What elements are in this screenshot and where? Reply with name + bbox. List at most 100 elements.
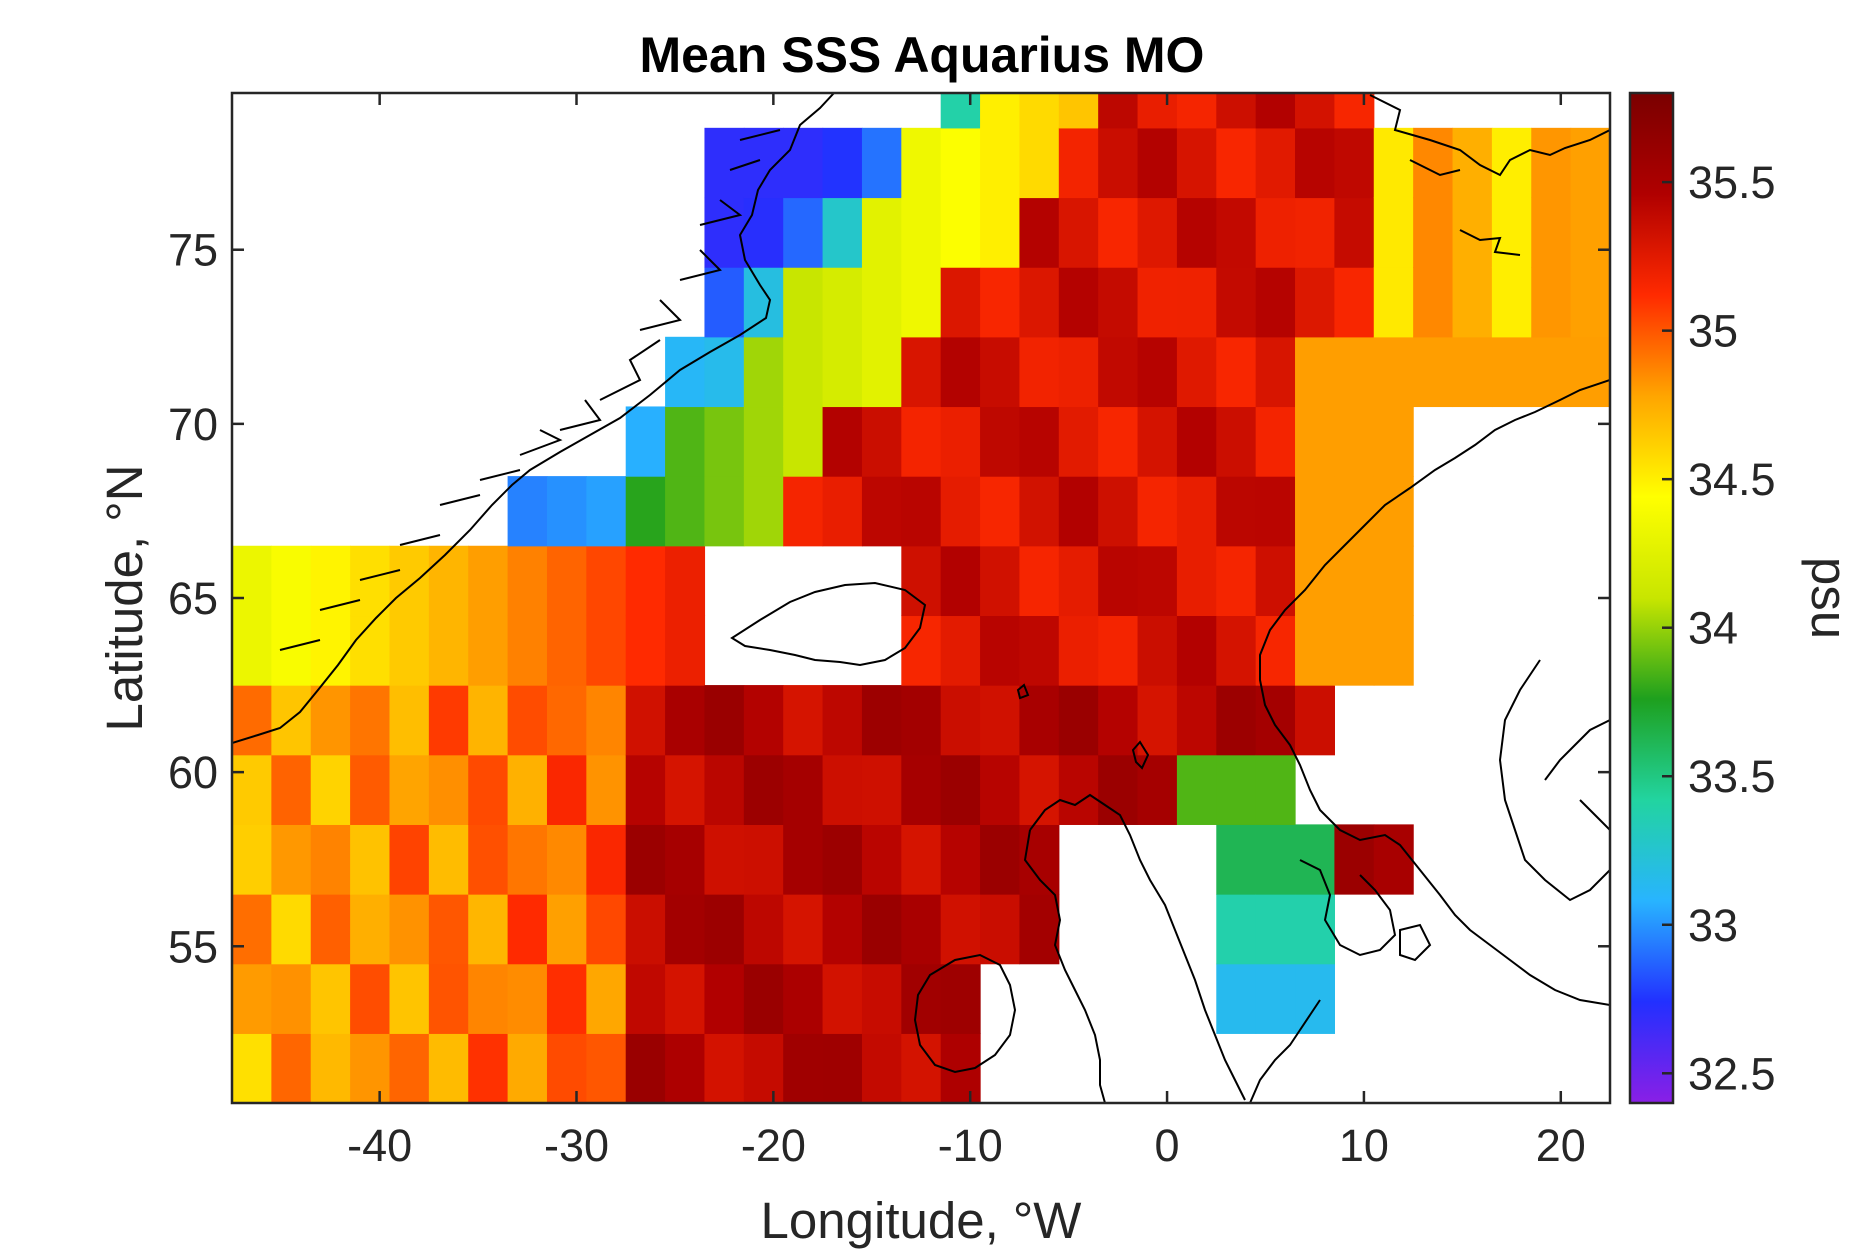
salinity-cell: [1058, 754, 1099, 825]
salinity-cell: [1334, 406, 1375, 477]
y-tick-label: 60: [168, 747, 218, 798]
salinity-cell: [1019, 476, 1060, 547]
salinity-cell: [586, 963, 627, 1034]
salinity-cell: [1019, 93, 1060, 129]
salinity-cell: [940, 127, 981, 199]
salinity-cell: [940, 545, 981, 617]
salinity-cell: [1058, 615, 1099, 686]
salinity-cell: [1413, 127, 1454, 199]
salinity-cell: [310, 963, 351, 1034]
salinity-cell: [1452, 267, 1493, 338]
iceland-coast: [730, 581, 927, 667]
x-tick-label: -10: [938, 1120, 1003, 1171]
salinity-cell: [546, 824, 587, 895]
salinity-cell: [980, 336, 1021, 408]
salinity-cell: [1176, 406, 1217, 477]
salinity-cell: [940, 406, 981, 477]
salinity-cell: [704, 267, 745, 338]
salinity-cell: [901, 476, 942, 547]
salinity-cell: [1334, 545, 1375, 617]
salinity-cell: [507, 754, 548, 825]
x-tick-label: 10: [1339, 1120, 1389, 1171]
salinity-cell: [1531, 267, 1572, 338]
salinity-cell: [1137, 476, 1178, 547]
salinity-cell: [310, 1033, 351, 1103]
salinity-cell: [310, 824, 351, 895]
salinity-cell: [822, 336, 863, 408]
salinity-cell: [271, 963, 312, 1034]
salinity-cell: [1137, 93, 1178, 129]
salinity-cell: [350, 685, 391, 756]
salinity-cell: [783, 894, 824, 965]
salinity-cell: [625, 894, 666, 965]
salinity-cell: [389, 754, 430, 825]
salinity-cell: [861, 685, 902, 756]
salinity-cell: [1295, 93, 1335, 129]
salinity-cell: [546, 615, 587, 686]
salinity-cell: [546, 1033, 587, 1103]
salinity-cell: [901, 197, 942, 268]
salinity-cell: [861, 824, 902, 895]
greenland-fjords: [279, 129, 781, 651]
salinity-cell: [822, 963, 863, 1034]
salinity-cell: [1019, 406, 1060, 477]
map-plot-area: -40 -30 -20 -10 0 10 20 55 60 65 70 75: [168, 91, 1612, 1171]
salinity-cell: [1216, 894, 1257, 965]
salinity-cell: [940, 267, 981, 338]
salinity-cell: [940, 197, 981, 268]
salinity-cell: [546, 476, 587, 547]
salinity-cell: [980, 93, 1021, 129]
salinity-cell: [940, 336, 981, 408]
salinity-cell: [1452, 336, 1493, 408]
salinity-cell: [1373, 476, 1414, 547]
salinity-cell: [1137, 197, 1178, 268]
salinity-cell: [625, 615, 666, 686]
salinity-cell: [350, 615, 391, 686]
salinity-cell: [428, 754, 469, 825]
salinity-cell: [743, 476, 784, 547]
salinity-cell: [783, 127, 824, 199]
salinity-cell: [507, 615, 548, 686]
salinity-cell: [468, 824, 509, 895]
salinity-cell: [901, 615, 942, 686]
salinity-cell: [980, 267, 1021, 338]
salinity-cell: [232, 894, 272, 965]
salinity-cell: [1176, 336, 1217, 408]
salinity-cell: [468, 894, 509, 965]
salinity-cell: [743, 685, 784, 756]
greenland-coast: [232, 93, 835, 744]
salinity-cell: [271, 685, 312, 756]
salinity-cell: [901, 336, 942, 408]
salinity-cell: [901, 545, 942, 617]
salinity-cell: [704, 963, 745, 1034]
salinity-cell: [271, 615, 312, 686]
salinity-cell: [586, 615, 627, 686]
salinity-cell: [980, 615, 1021, 686]
salinity-cell: [1019, 615, 1060, 686]
salinity-cell: [1452, 127, 1493, 199]
salinity-cell: [665, 615, 706, 686]
salinity-cell: [1098, 93, 1139, 129]
x-tick-label: -30: [544, 1120, 609, 1171]
salinity-cell: [1137, 545, 1178, 617]
salinity-cell: [232, 824, 272, 895]
colorbar-label: psu: [1801, 557, 1858, 639]
salinity-cell: [1373, 267, 1414, 338]
salinity-cell: [586, 545, 627, 617]
salinity-cell: [271, 754, 312, 825]
salinity-cell: [861, 127, 902, 199]
salinity-cell: [1413, 197, 1454, 268]
salinity-cell: [783, 754, 824, 825]
salinity-cell: [1295, 685, 1335, 756]
x-tick-label: 0: [1155, 1120, 1180, 1171]
salinity-cell: [861, 406, 902, 477]
salinity-cell: [1058, 267, 1099, 338]
salinity-cell: [1058, 545, 1099, 617]
salinity-cell: [822, 406, 863, 477]
salinity-cell: [822, 685, 863, 756]
salinity-cell: [625, 754, 666, 825]
salinity-cell: [350, 545, 391, 617]
salinity-cell: [1137, 615, 1178, 686]
salinity-cell: [940, 685, 981, 756]
salinity-cell: [232, 963, 272, 1034]
